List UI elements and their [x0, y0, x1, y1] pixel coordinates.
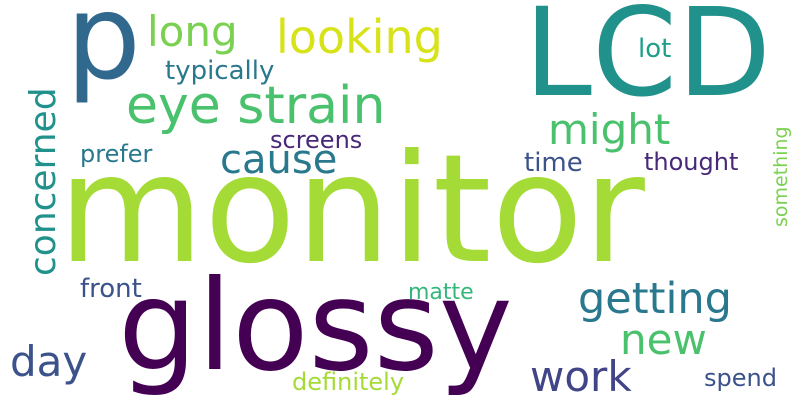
word-monitor: monitor: [58, 123, 645, 297]
word-work: work: [530, 352, 632, 400]
word-lot: lot: [638, 34, 672, 64]
word-looking: looking: [276, 10, 443, 64]
word-time: time: [524, 148, 583, 178]
word-getting: getting: [578, 274, 732, 324]
word-front: front: [80, 274, 142, 304]
word-prefer: prefer: [80, 140, 153, 168]
word-long: long: [147, 7, 238, 56]
word-thought: thought: [644, 148, 739, 176]
word-matte: matte: [408, 280, 474, 305]
word-eye-strain: eye strain: [126, 76, 386, 136]
word-glossy: glossy: [118, 254, 513, 399]
word-might: might: [548, 105, 671, 154]
word-screens: screens: [270, 126, 363, 154]
word-cause: cause: [220, 137, 338, 183]
word-definitely: definitely: [292, 368, 405, 396]
word-something: something: [770, 126, 792, 227]
word-lcd: LCD: [524, 0, 772, 124]
word-concerned: concerned: [23, 87, 64, 276]
word-day: day: [10, 337, 88, 386]
word-spend: spend: [704, 364, 777, 392]
word-new: new: [620, 315, 707, 364]
word-typically: typically: [165, 56, 275, 86]
word-p: p: [66, 0, 141, 106]
